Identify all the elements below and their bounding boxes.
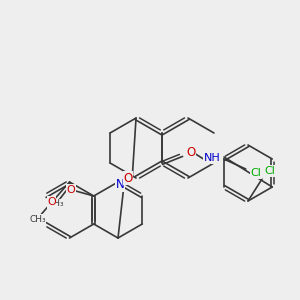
Text: NH: NH xyxy=(204,153,220,163)
Text: O: O xyxy=(123,172,133,184)
Text: O: O xyxy=(186,146,196,158)
Text: Cl: Cl xyxy=(265,166,275,176)
Text: Cl: Cl xyxy=(250,168,261,178)
Text: O: O xyxy=(47,197,56,207)
Text: N: N xyxy=(116,178,124,191)
Text: O: O xyxy=(66,185,75,195)
Text: CH₃: CH₃ xyxy=(29,214,46,224)
Text: CH₃: CH₃ xyxy=(47,200,64,208)
